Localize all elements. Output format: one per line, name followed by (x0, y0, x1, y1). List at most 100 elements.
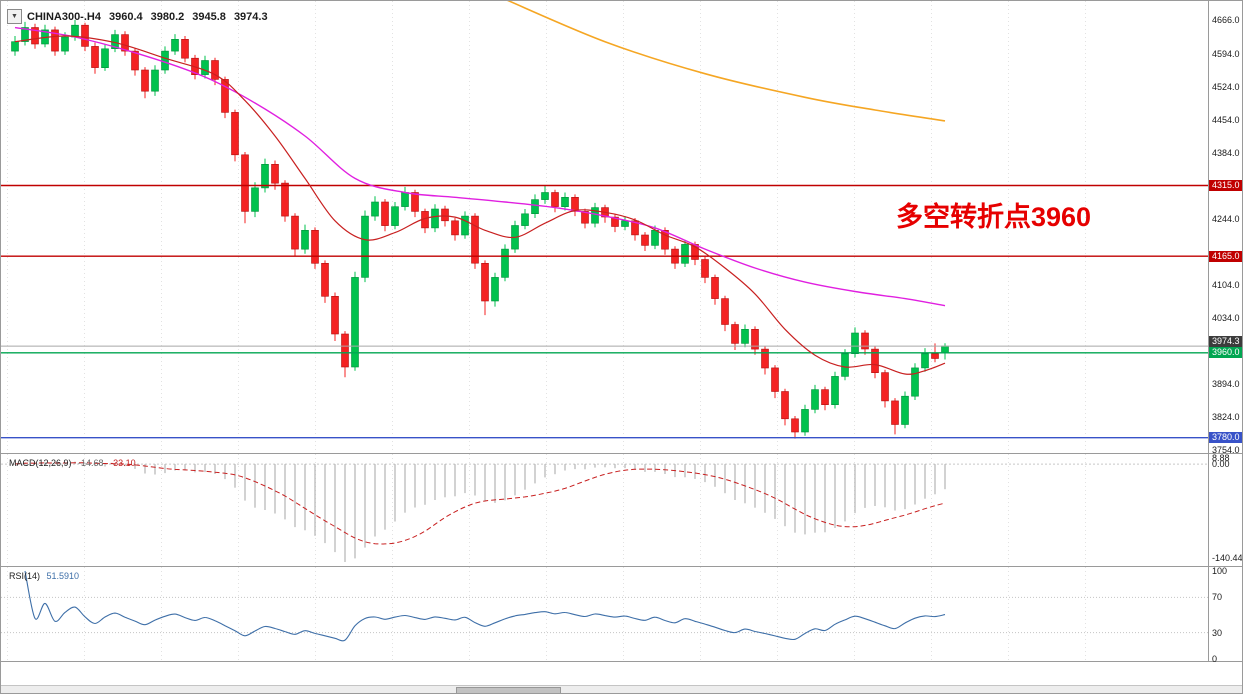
candle-body (321, 262, 329, 297)
candle-body (151, 69, 159, 92)
ma-slow-magenta (14, 26, 946, 307)
candle-body (341, 333, 349, 368)
candle-body (541, 192, 549, 200)
quote-open: 3960.4 (108, 10, 143, 23)
candle-body (881, 372, 889, 402)
rsi-axis-label: 70 (1212, 592, 1223, 602)
candle-body (241, 154, 249, 212)
candle-body (821, 389, 829, 406)
symbol-label: CHINA300-.H4 (27, 10, 101, 23)
candle-body (201, 60, 209, 75)
panel-separator (1, 566, 1242, 567)
rsi-indicator-panel[interactable] (1, 567, 1208, 661)
candle-body (311, 230, 319, 264)
ma-long-orange (507, 1, 946, 122)
horizontal-scrollbar[interactable] (1, 685, 1242, 693)
rsi-value: 51.5910 (46, 571, 80, 581)
macd-value-main: -14.68 (78, 458, 104, 468)
candle-body (711, 277, 719, 299)
price-tick-label: 4034.0 (1212, 313, 1240, 323)
macd-signal-line (14, 462, 946, 545)
candle-body (851, 332, 859, 355)
candle-body (771, 367, 779, 392)
candle-body (331, 295, 339, 335)
candle-body (791, 418, 799, 433)
candle-body (431, 208, 439, 229)
candle-body (621, 220, 629, 227)
candle-body (121, 34, 129, 52)
macd-axis-label: 0.00 (1212, 459, 1230, 469)
candle-body (401, 192, 409, 207)
candle-body (451, 220, 459, 236)
price-tick-label: 3894.0 (1212, 379, 1240, 389)
candle-body (531, 199, 539, 215)
candle-body (21, 27, 29, 42)
symbol-dropdown-icon[interactable]: ▼ (7, 9, 22, 24)
candle-body (501, 248, 509, 278)
candle-body (681, 244, 689, 264)
rsi-line (24, 570, 946, 642)
candle-body (411, 192, 419, 212)
candle-body (761, 348, 769, 369)
candle-body (291, 215, 299, 250)
rsi-axis-label: 30 (1212, 628, 1223, 638)
price-level-tag: 4165.0 (1209, 251, 1242, 262)
macd-indicator-panel[interactable] (1, 454, 1208, 566)
candle-body (271, 164, 279, 184)
panel-separator (1, 661, 1242, 662)
candle-body (661, 230, 669, 250)
candle-body (141, 69, 149, 92)
candle-body (181, 38, 189, 59)
candle-body (781, 391, 789, 420)
candle-body (461, 215, 469, 236)
candle-body (911, 367, 919, 397)
rsi-axis-label: 0 (1212, 654, 1218, 664)
candle-body (71, 24, 79, 38)
rsi-title-label: RSI(14) (9, 571, 41, 581)
price-axis-divider (1208, 1, 1209, 662)
quote-high: 3980.2 (150, 10, 185, 23)
candle-body (391, 206, 399, 226)
rsi-title: RSI(14) 51.5910 (9, 571, 79, 581)
macd-value-signal: -33.10 (110, 458, 136, 468)
candle-body (31, 27, 39, 45)
quote-low: 3945.8 (192, 10, 226, 23)
candle-body (441, 208, 449, 222)
candle-body (741, 328, 749, 344)
price-level-tag: 3974.3 (1209, 336, 1242, 347)
candle-body (891, 400, 899, 425)
price-tick-label: 4594.0 (1212, 49, 1240, 59)
price-tick-label: 3754.0 (1212, 445, 1240, 455)
price-tick-label: 4666.0 (1212, 15, 1240, 25)
candle-body (701, 259, 709, 278)
candle-body (261, 164, 269, 189)
macd-title-label: MACD(12,26,9) (9, 458, 72, 468)
candle-body (221, 79, 229, 113)
ma-fast-red (14, 35, 946, 375)
candle-body (841, 353, 849, 377)
candle-body (131, 50, 139, 71)
candle-body (11, 41, 19, 52)
candle-body (931, 353, 939, 359)
candle-body (641, 234, 649, 246)
scrollbar-thumb[interactable] (456, 687, 561, 693)
candle-body (351, 277, 359, 368)
candle-body (561, 197, 569, 208)
candle-body (581, 211, 589, 224)
candle-body (861, 332, 869, 350)
candle-body (901, 395, 909, 425)
price-tick-label: 4384.0 (1212, 148, 1240, 158)
candle-body (251, 187, 259, 212)
candle-body (481, 262, 489, 302)
main-price-chart[interactable] (1, 1, 1208, 453)
macd-axis-label: -140.44 (1212, 553, 1243, 563)
candle-body (731, 324, 739, 344)
price-level-tag: 3960.0 (1209, 347, 1242, 358)
candle-body (161, 50, 169, 71)
candle-body (521, 213, 529, 226)
symbol-info-bar: ▼ CHINA300-.H4 3960.4 3980.2 3945.8 3974… (7, 9, 268, 24)
price-tick-label: 4104.0 (1212, 280, 1240, 290)
candle-body (91, 46, 99, 68)
panel-separator (1, 453, 1242, 454)
